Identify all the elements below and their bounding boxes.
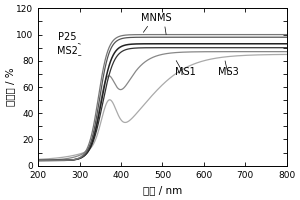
Y-axis label: 反射率 / %: 反射率 / % [5,68,15,106]
Text: P25: P25 [58,32,76,42]
Text: MN: MN [141,13,157,23]
Text: MS1: MS1 [175,67,196,77]
X-axis label: 波长 / nm: 波长 / nm [143,185,182,195]
Text: MS3: MS3 [218,67,239,77]
Text: MS: MS [157,13,172,23]
Text: MS2: MS2 [57,46,78,56]
